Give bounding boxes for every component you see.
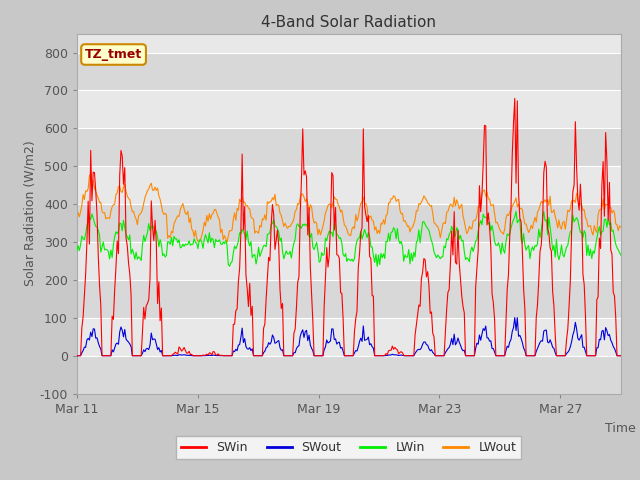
Title: 4-Band Solar Radiation: 4-Band Solar Radiation — [261, 15, 436, 30]
Bar — [77, 280, 621, 318]
Bar — [77, 204, 621, 242]
Legend: SWin, SWout, LWin, LWout: SWin, SWout, LWin, LWout — [176, 436, 522, 459]
Text: TZ_tmet: TZ_tmet — [85, 48, 142, 61]
X-axis label: Time: Time — [605, 422, 636, 435]
Bar — [77, 52, 621, 90]
Y-axis label: Solar Radiation (W/m2): Solar Radiation (W/m2) — [24, 141, 36, 287]
Bar — [77, 356, 621, 394]
Bar — [77, 128, 621, 166]
